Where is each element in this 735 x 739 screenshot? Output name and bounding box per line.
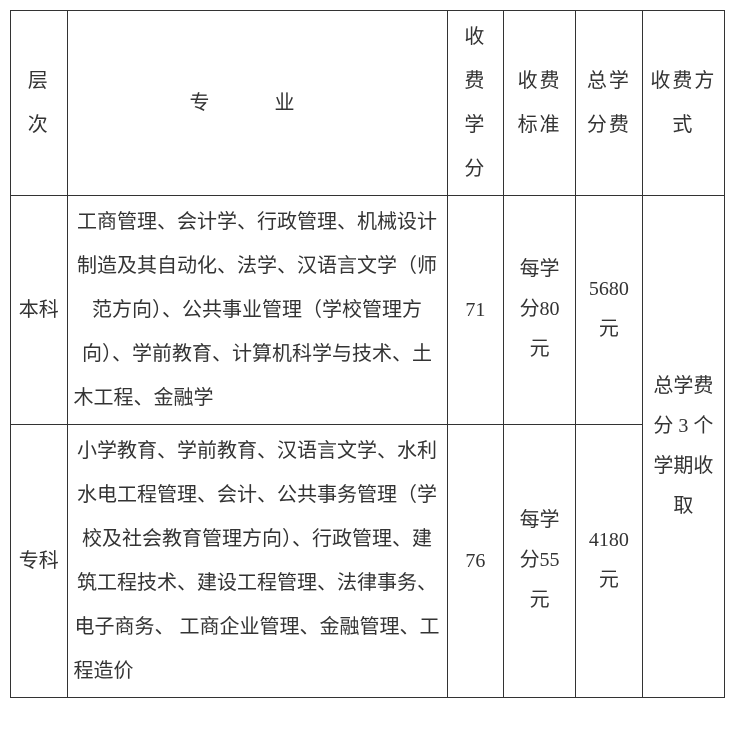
col-header-rate: 收费标准 xyxy=(504,11,576,196)
cell-total: 4180元 xyxy=(576,425,643,698)
cell-credits: 76 xyxy=(447,425,504,698)
header-row: 层次 专 业 收费学分 收费标准 总学分费 收费方式 xyxy=(11,11,725,196)
cell-credits: 71 xyxy=(447,196,504,425)
cell-rate: 每学分80 元 xyxy=(504,196,576,425)
table-row: 本科 工商管理、会计学、行政管理、机械设计制造及其自动化、法学、汉语言文学（师范… xyxy=(11,196,725,425)
cell-level: 专科 xyxy=(11,425,68,698)
cell-total: 5680元 xyxy=(576,196,643,425)
col-header-level: 层次 xyxy=(11,11,68,196)
cell-level: 本科 xyxy=(11,196,68,425)
col-header-total: 总学分费 xyxy=(576,11,643,196)
col-header-method: 收费方式 xyxy=(642,11,724,196)
col-header-credits: 收费学分 xyxy=(447,11,504,196)
cell-major: 小学教育、学前教育、汉语言文学、水利水电工程管理、会计、公共事务管理（学校及社会… xyxy=(67,425,447,698)
table-row: 专科 小学教育、学前教育、汉语言文学、水利水电工程管理、会计、公共事务管理（学校… xyxy=(11,425,725,698)
tuition-table: 层次 专 业 收费学分 收费标准 总学分费 收费方式 本科 工商管理、会计学、行… xyxy=(10,10,725,698)
cell-major: 工商管理、会计学、行政管理、机械设计制造及其自动化、法学、汉语言文学（师范方向）… xyxy=(67,196,447,425)
cell-rate: 每学分55 元 xyxy=(504,425,576,698)
col-header-major: 专 业 xyxy=(67,11,447,196)
cell-method: 总学费分 3 个学期收取 xyxy=(642,196,724,698)
